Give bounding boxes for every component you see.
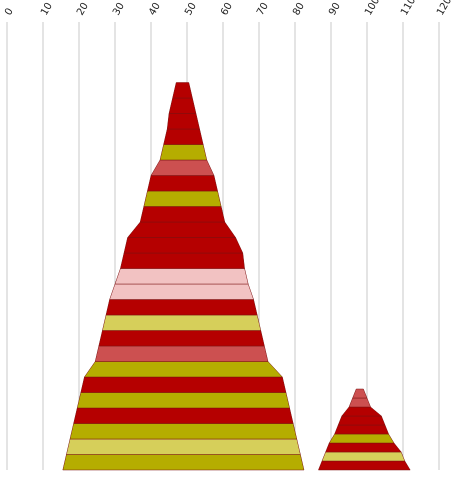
x-tick-label: 0 [3,6,16,17]
x-tick-label: 50 [183,1,199,18]
series-0-band-12 [114,268,249,285]
series-0-band-3 [73,407,294,424]
series-0-band-0 [62,454,305,471]
series-0-band-23 [168,97,197,114]
series-1-band-8 [352,388,368,399]
series-0-band-19 [150,159,215,176]
series-0-band-1 [66,438,301,455]
series-1-band-6 [341,406,383,417]
series-group [62,82,411,471]
series-0-band-7 [94,345,269,362]
x-tick-label: 60 [219,1,235,18]
series-1-band-7 [348,397,371,408]
series-1-band-2 [325,442,402,453]
series-0-band-2 [69,423,298,440]
x-tick-label: 40 [147,1,163,18]
series-0-band-13 [120,252,245,269]
series-0-band-8 [98,330,265,347]
series-0-band-21 [163,128,204,145]
series-0-band-10 [105,299,258,316]
x-tick-label: 90 [327,1,343,18]
series-0-band-18 [147,175,218,192]
series-1-band-1 [321,451,406,462]
series-0 [62,82,305,471]
series-1 [318,388,411,471]
series-0-band-22 [166,113,200,130]
series-0-band-11 [109,283,254,300]
series-0-band-5 [80,376,287,393]
x-tick-label: 10 [39,1,55,18]
series-1-band-5 [337,415,386,426]
series-0-band-4 [76,392,290,409]
x-tick-label: 100 [363,0,382,18]
series-0-band-14 [123,237,244,254]
series-1-band-3 [328,433,395,444]
x-tick-labels: 0 10 20 30 40 50 60 70 80 90 100 110 120 [3,0,452,18]
series-0-band-17 [143,190,222,207]
x-tick-label: 20 [75,1,91,18]
x-tick-label: 120 [435,0,452,18]
series-0-band-6 [83,361,283,378]
series-1-band-4 [334,424,389,435]
series-0-band-20 [159,144,208,161]
x-tick-label: 70 [255,1,271,18]
series-0-band-16 [139,206,226,223]
series-0-band-9 [102,314,262,331]
series-1-band-0 [318,460,411,471]
x-tick-label: 30 [111,1,127,18]
series-0-band-24 [172,82,193,99]
series-0-band-15 [127,221,237,238]
x-tick-label: 110 [399,0,418,18]
x-tick-label: 80 [291,1,307,18]
